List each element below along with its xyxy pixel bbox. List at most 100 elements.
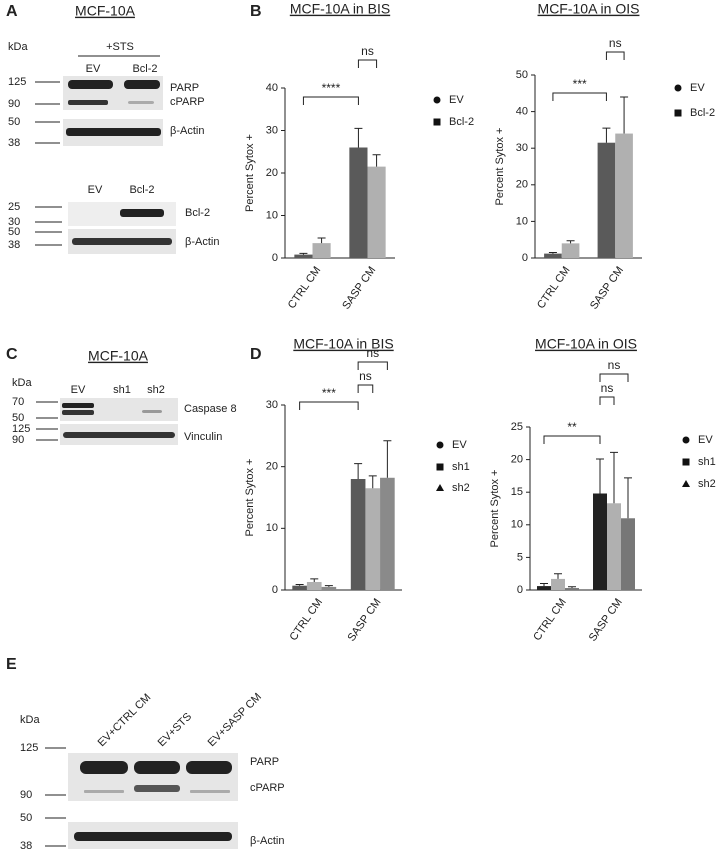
significance-label: **: [567, 420, 577, 434]
bar: [621, 518, 635, 590]
error-bar: [566, 240, 575, 244]
band: [120, 209, 164, 217]
band-label: β-Actin: [250, 835, 284, 847]
significance-bracket: [552, 92, 607, 101]
treatment: +STS: [106, 41, 134, 53]
marker: 50: [8, 116, 20, 128]
legend-symbol: [674, 84, 682, 92]
band: [128, 101, 154, 104]
marker: 25: [8, 201, 20, 213]
legend-symbol: [433, 118, 441, 126]
band-label: cPARP: [170, 96, 205, 108]
bar: [365, 488, 381, 590]
chart-title: MCF-10A in OIS: [538, 1, 640, 17]
marker: 50: [12, 412, 24, 424]
lane-label: EV: [88, 184, 103, 196]
legend-symbol: [674, 109, 682, 117]
bar: [607, 503, 621, 590]
marker: 90: [20, 789, 32, 801]
legend-symbol: [682, 436, 690, 444]
bar: [321, 586, 337, 590]
error-bar: [610, 451, 618, 504]
marker: 125: [12, 423, 30, 435]
y-axis-label: Percent Sytox +: [244, 459, 256, 537]
error-bar: [324, 585, 333, 587]
y-axis-label: Percent Sytox +: [494, 128, 506, 206]
marker: 50: [20, 812, 32, 824]
unit: kDa: [12, 377, 32, 389]
significance-bracket: [543, 435, 601, 444]
band: [74, 832, 232, 841]
error-bar: [596, 458, 604, 494]
band: [66, 128, 161, 136]
bar: [306, 581, 322, 590]
x-tick-label: SASP CM: [588, 265, 626, 312]
y-tick-label: 0: [522, 252, 528, 264]
marker: 38: [8, 137, 20, 149]
legend-symbol: [436, 441, 444, 449]
bar: [561, 243, 580, 258]
y-tick-label: 0: [272, 252, 278, 264]
lane-label: EV: [71, 384, 86, 396]
legend-label: EV: [449, 94, 464, 106]
legend-label: Bcl-2: [449, 116, 474, 128]
band: [134, 785, 180, 792]
band: [62, 403, 94, 408]
panel-label: B: [250, 3, 262, 20]
legend-label: sh2: [452, 482, 470, 494]
significance-label: ns: [608, 358, 621, 372]
legend-label: Bcl-2: [690, 107, 715, 119]
bar: [380, 477, 395, 590]
blot: [68, 753, 238, 801]
legend-label: EV: [698, 434, 713, 446]
error-bar: [568, 586, 576, 589]
y-tick-label: 30: [516, 142, 528, 154]
significance-label: ns: [601, 381, 614, 395]
lane-label: Bcl-2: [132, 63, 157, 75]
error-bar: [540, 582, 548, 587]
y-axis-label: Percent Sytox +: [244, 134, 256, 212]
band: [84, 790, 124, 793]
band: [190, 790, 230, 793]
y-tick-label: 10: [516, 215, 528, 227]
y-tick-label: 25: [511, 421, 523, 433]
x-tick-label: CTRL CM: [531, 597, 569, 644]
marker: 125: [8, 76, 26, 88]
error-bar: [383, 440, 392, 478]
y-tick-label: 0: [272, 584, 278, 596]
y-tick-label: 20: [511, 454, 523, 466]
error-bar: [602, 127, 611, 143]
marker: 70: [12, 396, 24, 408]
chart-title: MCF-10A in OIS: [535, 336, 637, 352]
lane-label: EV+SASP CM: [206, 691, 264, 749]
bar: [551, 578, 565, 590]
significance-label: ns: [609, 36, 622, 50]
y-tick-label: 20: [516, 179, 528, 191]
panel-label: E: [6, 656, 17, 673]
bar: [597, 142, 616, 258]
band-label: cPARP: [250, 782, 285, 794]
lane-label: EV+STS: [156, 711, 195, 750]
marker-ticks: [36, 401, 58, 441]
band-label: PARP: [170, 82, 199, 94]
error-bar: [548, 252, 557, 254]
band: [62, 410, 94, 415]
bar: [292, 585, 307, 590]
x-tick-label: CTRL CM: [535, 265, 573, 312]
lane-label: Bcl-2: [129, 184, 154, 196]
bar: [593, 493, 607, 590]
y-axis-label: Percent Sytox +: [489, 470, 501, 548]
legend-label: sh1: [698, 456, 716, 468]
legend-label: sh2: [698, 478, 716, 490]
legend-symbol: [682, 480, 690, 487]
y-tick-label: 20: [266, 461, 278, 473]
band: [80, 761, 128, 774]
band: [63, 432, 175, 438]
panel-label: A: [6, 3, 18, 20]
band: [186, 761, 232, 774]
x-tick-label: CTRL CM: [287, 597, 325, 644]
marker-ticks: [45, 747, 66, 847]
band: [68, 100, 108, 105]
band: [134, 761, 180, 774]
